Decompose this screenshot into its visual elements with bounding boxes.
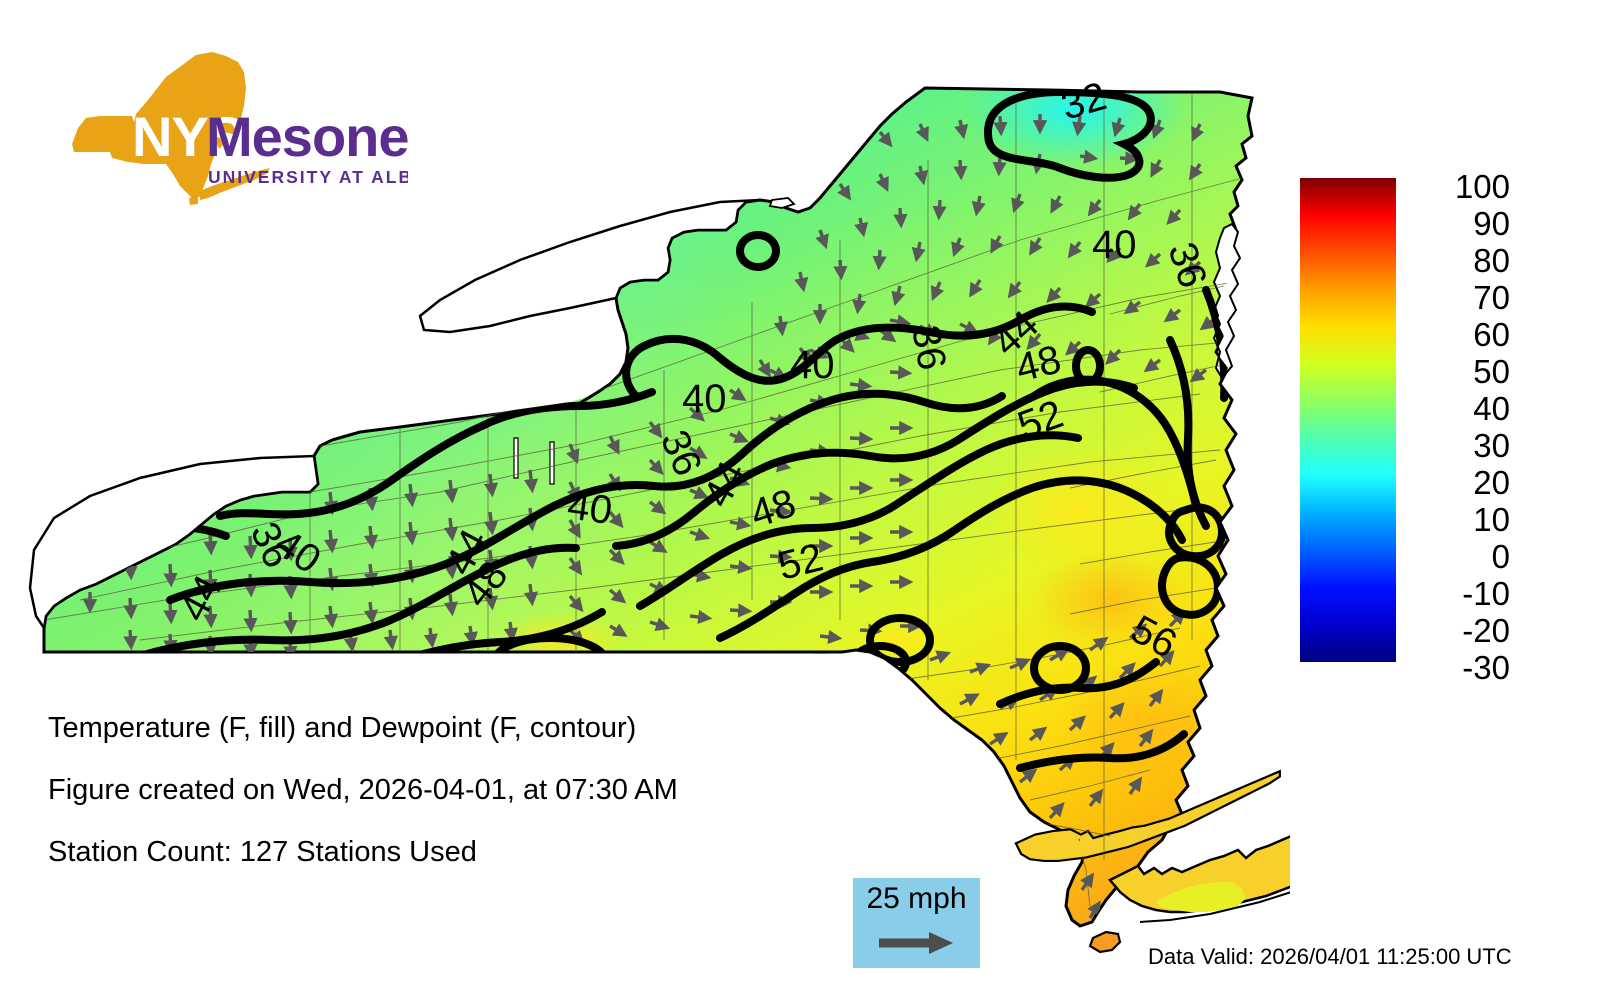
colorbar-tick: -20 — [1462, 612, 1510, 649]
colorbar-tick-labels: 100 90 80 70 60 50 40 30 20 10 0 -10 -20… — [1418, 168, 1558, 684]
new-york-state-outline-icon — [72, 52, 270, 205]
colorbar-tick: 60 — [1473, 316, 1510, 353]
contour-label-40-ne: 40 — [1092, 223, 1137, 267]
colorbar-tick: 40 — [1473, 390, 1510, 427]
logo-svg: NYS Mesonet UNIVERSITY AT ALBANY — [72, 52, 408, 205]
colorbar-tick: 70 — [1473, 279, 1510, 316]
caption-title: Temperature (F, fill) and Dewpoint (F, c… — [48, 712, 637, 744]
long-island — [1014, 769, 1290, 954]
contour-label-52-c: 52 — [774, 535, 828, 588]
logo-tagline: UNIVERSITY AT ALBANY — [208, 167, 408, 187]
wind-legend-label: 25 mph — [866, 882, 967, 915]
colorbar-tick: 50 — [1473, 353, 1510, 390]
colorbar-tick: 100 — [1454, 168, 1510, 205]
contour-label-40-n: 40 — [790, 343, 835, 387]
right-arrow-icon — [879, 932, 953, 954]
nys-mesonet-logo: NYS Mesonet UNIVERSITY AT ALBANY — [48, 52, 408, 212]
caption-created: Figure created on Wed, 2026-04-01, at 07… — [48, 774, 678, 806]
wind-speed-legend: 25 mph — [853, 878, 980, 968]
contour-label-40-c: 40 — [682, 377, 727, 421]
temperature-dewpoint-map[interactable]: 32 36 36 36 36 40 40 40 40 40 44 44 44 4… — [20, 40, 1290, 960]
data-valid-timestamp: Data Valid: 2026/04/01 11:25:00 UTC — [1148, 944, 1512, 969]
colorbar-tick: -10 — [1462, 575, 1510, 612]
colorbar-gradient — [1300, 178, 1396, 662]
logo-nys-text: NYS — [132, 105, 244, 168]
colorbar-tick: 90 — [1473, 205, 1510, 242]
contour-label-36-n: 36 — [903, 322, 954, 373]
contour-label-40-w: 40 — [565, 483, 615, 533]
colorbar-tick: 80 — [1473, 242, 1510, 279]
map-svg[interactable]: 32 36 36 36 36 40 40 40 40 40 44 44 44 4… — [20, 40, 1290, 960]
caption-station: Station Count: 127 Stations Used — [48, 836, 477, 868]
logo-mesonet-text: Mesonet — [206, 105, 408, 168]
colorbar-tick: -30 — [1462, 649, 1510, 686]
colorbar-tick: 30 — [1473, 427, 1510, 464]
contour-label-48-ne: 48 — [1012, 337, 1066, 390]
caption-block: Temperature (F, fill) and Dewpoint (F, c… — [48, 714, 828, 900]
colorbar-tick: 10 — [1473, 501, 1510, 538]
colorbar-tick: 20 — [1473, 464, 1510, 501]
colorbar: 100 90 80 70 60 50 40 30 20 10 0 -10 -20… — [1300, 168, 1600, 684]
colorbar-tick: 0 — [1491, 538, 1510, 575]
